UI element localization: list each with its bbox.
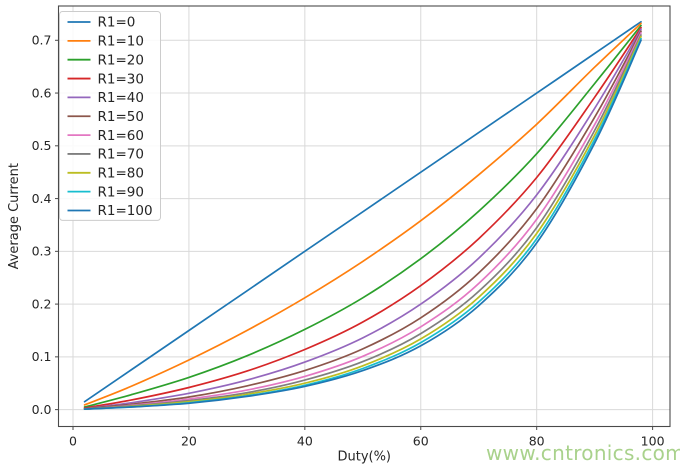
series-line-r1-100: [83, 39, 642, 410]
x-tick-label: 0: [69, 434, 77, 449]
x-tick-label: 20: [181, 434, 197, 449]
series-line-r1-70: [83, 34, 642, 410]
legend-label: R1=90: [98, 184, 144, 200]
series-line-r1-80: [83, 35, 642, 410]
series-line-r1-90: [83, 37, 642, 410]
legend-label: R1=0: [98, 15, 136, 31]
series-line-r1-20: [83, 24, 642, 408]
legend-label: R1=20: [98, 52, 144, 68]
y-tick-label: 0.1: [32, 349, 52, 364]
series-line-r1-50: [83, 30, 642, 410]
y-tick-label: 0.2: [32, 296, 52, 311]
x-tick-label: 40: [297, 434, 313, 449]
y-tick-label: 0.7: [32, 33, 52, 48]
legend-label: R1=80: [98, 166, 144, 182]
legend-label: R1=50: [98, 109, 144, 125]
series-line-r1-60: [83, 32, 642, 410]
legend-label: R1=30: [98, 71, 144, 87]
y-tick-label: 0.0: [32, 402, 52, 417]
y-tick-label: 0.5: [32, 138, 52, 153]
x-tick-label: 100: [641, 434, 665, 449]
series-line-r1-10: [83, 22, 642, 406]
legend-label: R1=10: [98, 34, 144, 50]
watermark-text: www.cntronics.com: [486, 441, 680, 465]
series-line-r1-30: [83, 26, 642, 409]
y-tick-label: 0.4: [32, 191, 52, 206]
legend-label: R1=70: [98, 147, 144, 163]
legend-label: R1=40: [98, 90, 144, 106]
plot-frame: [57, 5, 671, 428]
legend-box: [59, 11, 161, 221]
legend-label: R1=100: [98, 203, 153, 219]
x-tick-label: 80: [529, 434, 545, 449]
y-axis-label: Average Current: [7, 163, 22, 269]
series-line-r1-0: [83, 20, 642, 403]
y-tick-label: 0.6: [32, 85, 52, 100]
x-axis-label: Duty(%): [337, 450, 391, 465]
legend-label: R1=60: [98, 128, 144, 144]
x-tick-label: 60: [413, 434, 429, 449]
y-tick-label: 0.3: [32, 244, 52, 259]
series-line-r1-40: [83, 28, 642, 410]
